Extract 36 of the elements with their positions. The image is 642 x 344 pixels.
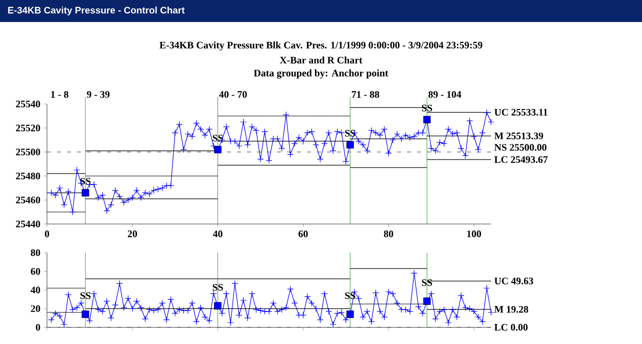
y-tick-label: 25460 [16, 196, 40, 204]
chart-title: E-34KB Cavity Pressure - Control Chart [8, 6, 185, 16]
ref-line-label: 71 - 88 [352, 91, 380, 98]
text: X-Bar and R Chart [280, 56, 362, 64]
y-tick-label: 25540 [16, 100, 40, 108]
ref-line-label: 40 - 70 [219, 91, 247, 98]
chart-subtitle: E-34KB Cavity Pressure Blk Cav. Pres. 1/1/1999 0:00:00 - 3/9/2004 23:59:59 [160, 41, 482, 51]
y-tick-label: 25440 [16, 220, 40, 228]
x-tick-label: 100 [467, 230, 482, 238]
y-tick-label: 80 [30, 249, 40, 256]
y-tick-label: 25480 [16, 172, 40, 180]
data-label: SS [80, 292, 91, 300]
series-label: UC 49.63 [494, 278, 534, 284]
ref-line-label: 9 - 39 [86, 91, 110, 98]
y-tick-label: 40 [30, 286, 40, 294]
series-label: UC 25533.11 [494, 108, 548, 116]
text: Data grouped by: Anchor point [254, 69, 388, 79]
data-label: SS [422, 104, 432, 112]
x-tick-label: 20 [128, 230, 137, 238]
y-tick-label: 25520 [16, 124, 40, 132]
ref-line-label: LC 0.00 [494, 324, 528, 331]
y-tick-label: 60 [30, 268, 40, 275]
y-tick-label: 0 [36, 324, 40, 331]
ref-line-label: NS 25500.00 [494, 144, 546, 151]
ref-line-label: 89 - 104 [428, 91, 462, 98]
x-tick-label: 60 [298, 230, 308, 238]
x-tick-label: 0 [44, 230, 50, 238]
y-tick-label: 20 [30, 305, 40, 312]
series-label: M 25513.39 [494, 132, 544, 140]
series-label: LC 25493.67 [494, 156, 548, 163]
data-label: SS [422, 279, 432, 286]
x-tick-label: 40 [212, 230, 222, 238]
y-tick-label: 25500 [16, 148, 40, 156]
text: 1 - 8 [51, 91, 68, 98]
series-label: M 19.28 [494, 306, 528, 313]
x-tick-label: 80 [384, 230, 394, 238]
